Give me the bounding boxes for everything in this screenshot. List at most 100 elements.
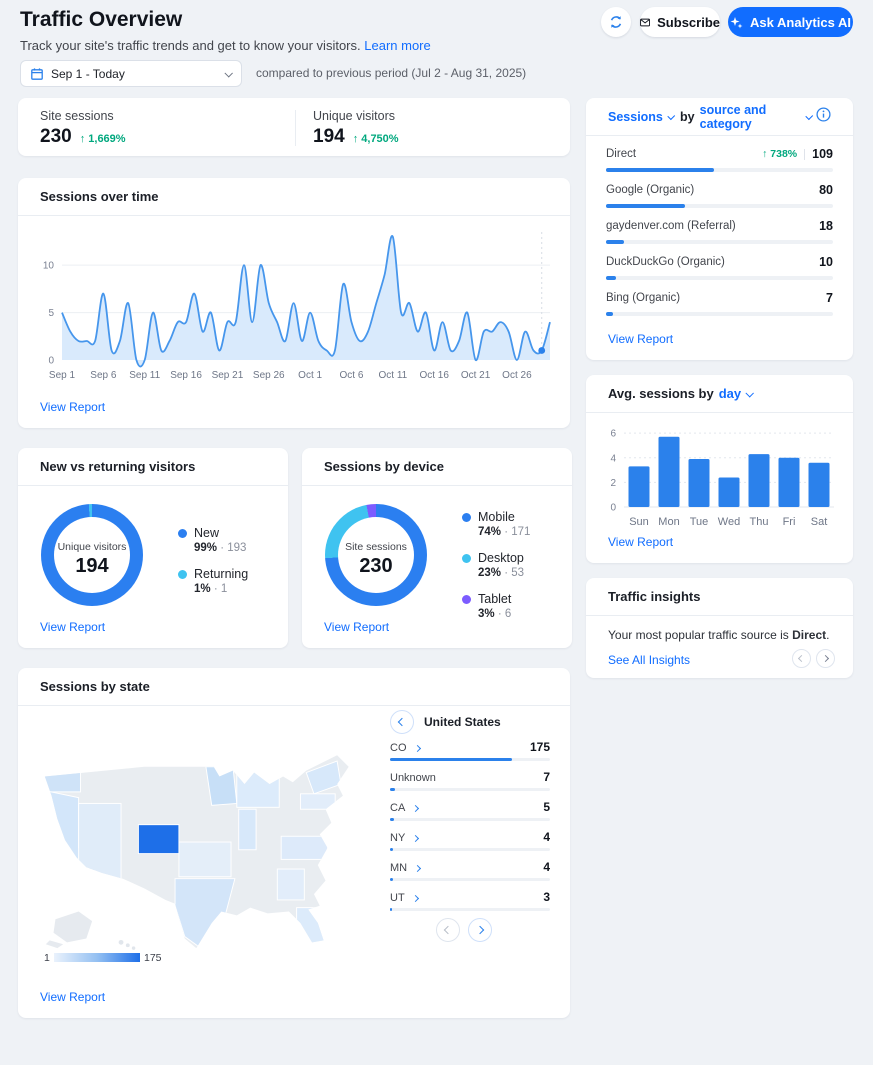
state-wa (44, 762, 82, 793)
state-row[interactable]: CA 5 (390, 800, 550, 832)
state-wi-mi (236, 770, 280, 808)
source-row[interactable]: Bing (Organic) 7 (606, 290, 833, 326)
state-fl (296, 907, 327, 945)
view-report-link[interactable]: View Report (608, 332, 674, 346)
legend-dot (462, 553, 471, 563)
metric-dropdown[interactable]: Sessions (608, 109, 663, 124)
avg-sessions-bar-chart[interactable]: 0 2 4 6 Sun Mon Tue Wed Thu Fri Sat (598, 419, 841, 533)
chevron-down-icon (805, 111, 814, 120)
kpi-site-sessions: Site sessions 230 ↑ 1,669% (40, 109, 126, 148)
chevron-right-icon (411, 894, 419, 902)
source-bar (606, 240, 833, 244)
subscribe-button[interactable]: Subscribe (640, 7, 720, 37)
state-pa (299, 793, 336, 810)
sessions-over-time-chart[interactable]: 0 5 10 Sep 1 Sep 6 Sep 11 Sep 16 Sep 21 Sep 26 Oc… (32, 222, 562, 400)
see-all-insights-link[interactable]: See All Insights (608, 653, 691, 667)
source-row[interactable]: gaydenver.com (Referral) 18 (606, 218, 833, 254)
svg-text:4: 4 (610, 453, 616, 464)
kpi-value: 230 (40, 126, 72, 147)
legend-entry: Tablet 3% · 6 (462, 592, 530, 620)
state-row[interactable]: Unknown 7 (390, 770, 550, 802)
insight-next-button[interactable] (816, 649, 835, 668)
card-title: Avg. sessions by (608, 386, 714, 401)
device-donut-chart[interactable] (325, 504, 427, 606)
state-nv-az (78, 802, 122, 880)
svg-text:Oct 11: Oct 11 (378, 370, 407, 381)
svg-text:Sat: Sat (811, 516, 828, 528)
ask-analytics-ai-button[interactable]: Ask Analytics AI (728, 7, 853, 37)
visitors-donut-center: Unique visitors 194 (57, 541, 127, 577)
chevron-left-icon (397, 717, 407, 727)
change-badge: ↑ 738% (762, 148, 798, 160)
source-row[interactable]: Direct ↑ 738% 109 (606, 146, 833, 182)
date-range-select[interactable]: Sep 1 - Today (20, 60, 242, 87)
svg-text:0: 0 (48, 356, 54, 367)
view-report-link[interactable]: View Report (608, 535, 674, 549)
svg-text:Oct 6: Oct 6 (340, 370, 364, 381)
learn-more-link[interactable]: Learn more (364, 38, 431, 53)
chevron-right-icon (821, 654, 830, 663)
view-report-link[interactable]: View Report (40, 620, 106, 634)
state-va-nc (280, 835, 328, 860)
dimension-dropdown[interactable]: source and category (699, 102, 767, 131)
legend-dot (178, 569, 187, 579)
day-dimension-dropdown[interactable]: day (718, 386, 742, 401)
state-bar (390, 878, 550, 881)
svg-text:Sep 21: Sep 21 (212, 370, 244, 381)
source-row[interactable]: Google (Organic) 80 (606, 182, 833, 218)
insight-prev-button[interactable] (792, 649, 811, 668)
pagination-next-button[interactable] (468, 918, 492, 942)
svg-text:Sep 6: Sep 6 (90, 370, 117, 381)
source-bar (606, 168, 833, 172)
state-alaska (53, 911, 93, 943)
kpi-change-badge: ↑ 1,669% (79, 133, 126, 145)
kpi-label: Site sessions (40, 109, 114, 123)
svg-text:Thu: Thu (750, 516, 769, 528)
pagination-prev-button[interactable] (436, 918, 460, 942)
state-row[interactable]: NY 4 (390, 830, 550, 862)
svg-text:0: 0 (610, 503, 616, 514)
chevron-down-icon (667, 111, 676, 120)
sessions-by-device-card: Sessions by device Site sessions 230 Mob… (302, 448, 572, 648)
subscribe-label: Subscribe (657, 14, 720, 30)
svg-text:6: 6 (610, 429, 616, 440)
svg-text:Oct 16: Oct 16 (419, 370, 449, 381)
view-report-link[interactable]: View Report (40, 400, 106, 414)
kpi-card: Site sessions 230 ↑ 1,669% Unique visito… (18, 98, 570, 156)
kpi-unique-visitors: Unique visitors 194 ↑ 4,750% (313, 109, 399, 148)
kpi-change-badge: ↑ 4,750% (352, 133, 399, 145)
view-report-link[interactable]: View Report (40, 990, 106, 1004)
state-row[interactable]: UT 3 (390, 890, 550, 922)
svg-text:Oct 26: Oct 26 (502, 370, 532, 381)
state-hawaii (125, 943, 130, 948)
svg-text:Sun: Sun (629, 516, 649, 528)
kpi-label: Unique visitors (313, 109, 395, 123)
view-report-link[interactable]: View Report (324, 620, 390, 634)
state-row[interactable]: MN 4 (390, 860, 550, 892)
traffic-insights-card: Traffic insights Your most popular traff… (586, 578, 853, 678)
card-title: New vs returning visitors (40, 459, 196, 474)
us-choropleth-map[interactable] (30, 734, 378, 957)
country-label: United States (424, 715, 501, 729)
visitors-legend: New 99% · 193 Returning 1% · 1 (178, 526, 248, 608)
state-row[interactable]: CO 175 (390, 740, 550, 772)
refresh-button[interactable] (601, 7, 631, 37)
back-button[interactable] (390, 710, 414, 734)
svg-text:Oct 21: Oct 21 (461, 370, 491, 381)
map-legend-min: 1 (44, 952, 50, 964)
by-label: by (680, 109, 695, 124)
info-icon[interactable] (816, 106, 831, 127)
state-hawaii (118, 939, 124, 945)
avg-sessions-by-day-card: Avg. sessions by day 0 2 4 6 Sun Mon Tue Wed Thu… (586, 375, 853, 563)
visitors-donut-chart[interactable] (41, 504, 143, 606)
chevron-left-icon (443, 925, 453, 935)
legend-entry: Desktop 23% · 53 (462, 551, 530, 579)
source-row[interactable]: DuckDuckGo (Organic) 10 (606, 254, 833, 290)
map-legend-max: 175 (144, 952, 162, 964)
arrow-up-icon: ↑ (79, 133, 86, 145)
svg-text:10: 10 (43, 261, 55, 272)
mail-icon (640, 18, 651, 26)
card-title: Sessions by device (324, 459, 444, 474)
svg-text:Tue: Tue (690, 516, 709, 528)
